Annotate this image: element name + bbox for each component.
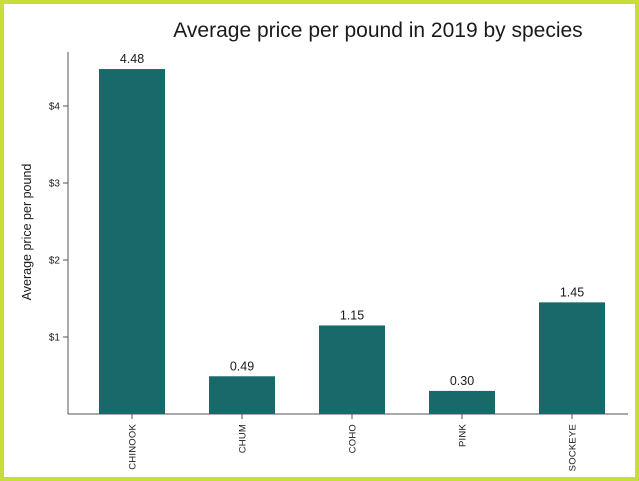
bar-coho xyxy=(319,325,385,414)
chart-title: Average price per pound in 2019 by speci… xyxy=(173,19,582,42)
data-label: 4.48 xyxy=(120,52,144,66)
bar-sockeye xyxy=(539,302,605,414)
y-tick-label: $1 xyxy=(49,333,61,344)
data-label: 0.49 xyxy=(230,359,254,373)
data-label: 1.15 xyxy=(340,308,364,322)
y-tick-label: $2 xyxy=(49,256,61,267)
x-tick-label: CHUM xyxy=(238,424,249,453)
x-tick-label: SOCKEYE xyxy=(568,424,579,471)
bar-chum xyxy=(209,376,275,414)
x-tick-label: CHINOOK xyxy=(128,424,139,470)
y-tick-label: $4 xyxy=(49,102,61,113)
x-tick-label: PINK xyxy=(458,424,469,447)
bar-chinook xyxy=(99,69,165,414)
data-label: 1.45 xyxy=(560,285,584,299)
data-label: 0.30 xyxy=(450,374,474,388)
y-axis-label: Average price per pound xyxy=(20,164,34,301)
x-tick-label: COHO xyxy=(348,424,359,453)
bar-pink xyxy=(429,391,495,414)
y-tick-label: $3 xyxy=(49,179,61,190)
